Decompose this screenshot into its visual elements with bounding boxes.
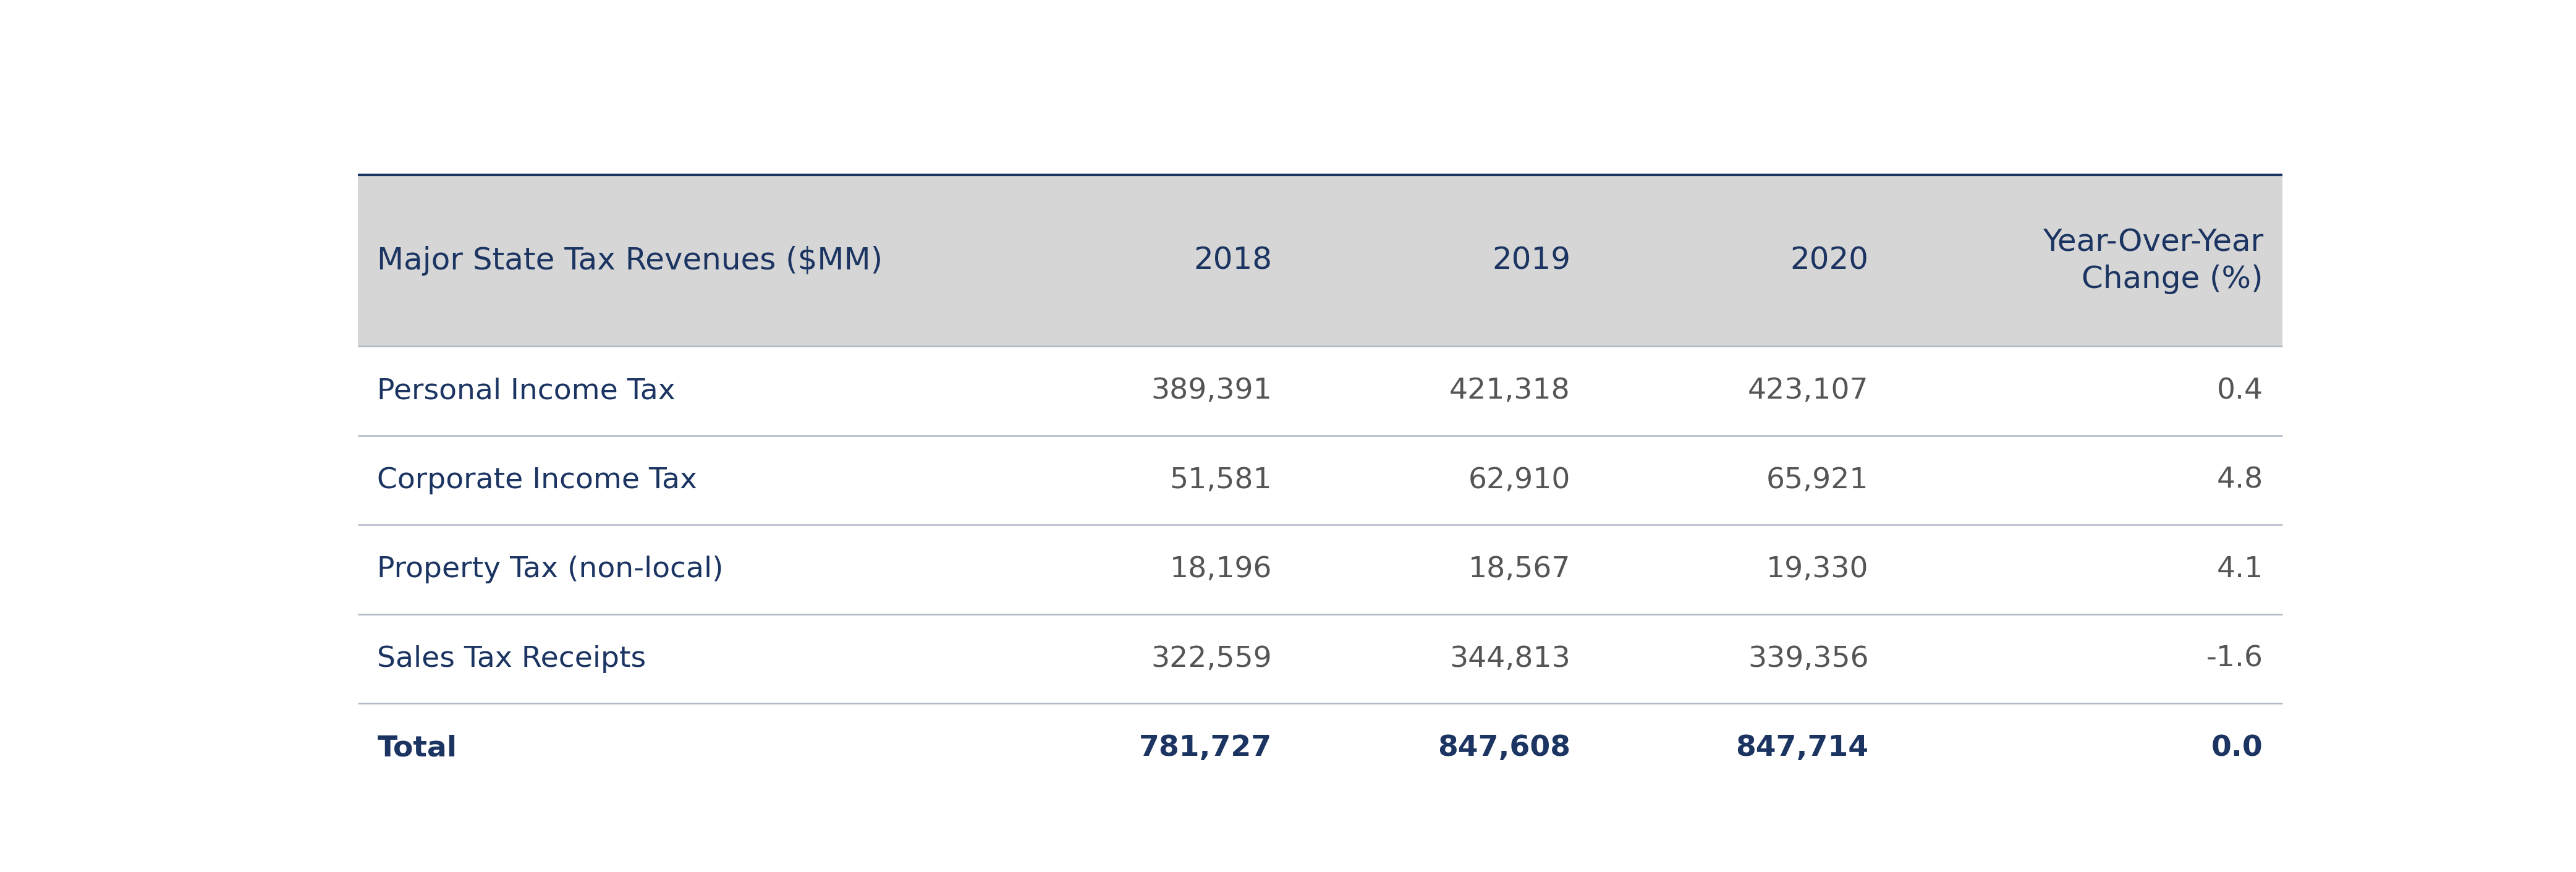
Text: Corporate Income Tax: Corporate Income Tax bbox=[376, 467, 698, 494]
Text: 18,567: 18,567 bbox=[1468, 555, 1571, 583]
Text: 389,391: 389,391 bbox=[1151, 377, 1273, 405]
Text: 423,107: 423,107 bbox=[1749, 377, 1868, 405]
Text: 847,714: 847,714 bbox=[1736, 734, 1868, 762]
Text: 4.8: 4.8 bbox=[2218, 467, 2264, 494]
Text: 0.4: 0.4 bbox=[2218, 377, 2264, 405]
Text: -1.6: -1.6 bbox=[2208, 645, 2264, 673]
Text: 847,608: 847,608 bbox=[1437, 734, 1571, 762]
Text: 781,727: 781,727 bbox=[1139, 734, 1273, 762]
Bar bbox=[358, 175, 2282, 346]
Text: 322,559: 322,559 bbox=[1151, 645, 1273, 673]
Text: 62,910: 62,910 bbox=[1468, 467, 1571, 494]
Text: Sales Tax Receipts: Sales Tax Receipts bbox=[376, 645, 647, 673]
Text: 18,196: 18,196 bbox=[1170, 555, 1273, 583]
Text: 65,921: 65,921 bbox=[1767, 467, 1868, 494]
Text: 51,581: 51,581 bbox=[1170, 467, 1273, 494]
Text: 4.1: 4.1 bbox=[2218, 555, 2264, 583]
Text: Total: Total bbox=[376, 734, 456, 762]
Text: Year-Over-Year
Change (%): Year-Over-Year Change (%) bbox=[2043, 228, 2264, 294]
Text: 344,813: 344,813 bbox=[1450, 645, 1571, 673]
Text: Major State Tax Revenues ($MM): Major State Tax Revenues ($MM) bbox=[376, 246, 884, 276]
Text: 421,318: 421,318 bbox=[1450, 377, 1571, 405]
Text: 2020: 2020 bbox=[1790, 246, 1868, 276]
Text: 2018: 2018 bbox=[1193, 246, 1273, 276]
Text: Personal Income Tax: Personal Income Tax bbox=[376, 377, 675, 405]
Text: Property Tax (non-local): Property Tax (non-local) bbox=[376, 555, 724, 583]
Text: 0.0: 0.0 bbox=[2210, 734, 2264, 762]
Text: 2019: 2019 bbox=[1492, 246, 1571, 276]
Text: 339,356: 339,356 bbox=[1747, 645, 1868, 673]
Text: 19,330: 19,330 bbox=[1767, 555, 1868, 583]
